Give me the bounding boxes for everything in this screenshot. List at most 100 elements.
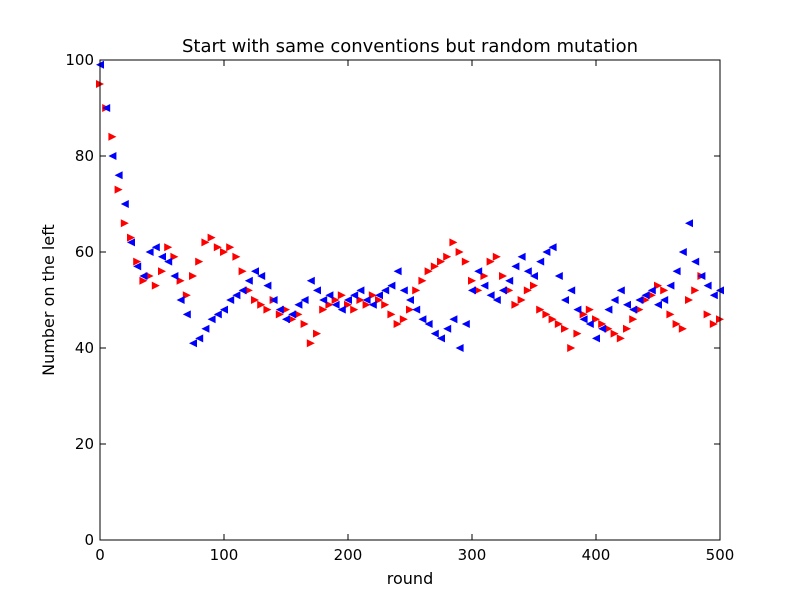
data-point — [530, 272, 538, 280]
data-point — [114, 171, 123, 180]
data-point — [288, 315, 297, 324]
data-point — [151, 243, 160, 252]
y-tick-label: 100 — [65, 51, 94, 69]
data-point — [474, 286, 483, 295]
data-point — [468, 286, 476, 295]
data-point — [182, 291, 191, 300]
data-point — [313, 286, 321, 295]
data-point — [455, 248, 464, 256]
data-point — [282, 315, 290, 324]
data-point — [523, 286, 532, 295]
data-point — [244, 276, 253, 285]
data-point — [189, 272, 197, 280]
plot-frame — [99, 59, 721, 541]
data-point — [418, 276, 427, 285]
data-point — [139, 276, 148, 285]
data-point — [300, 320, 309, 328]
data-point — [176, 276, 185, 285]
data-point — [313, 329, 321, 338]
data-point — [517, 252, 526, 261]
x-tick-label: 300 — [458, 546, 487, 564]
data-point — [251, 267, 259, 276]
data-point — [350, 291, 359, 300]
data-point — [697, 272, 706, 280]
data-point — [567, 344, 576, 352]
data-point — [232, 252, 241, 261]
data-point — [164, 243, 173, 252]
data-point — [344, 300, 352, 309]
data-point — [598, 324, 607, 333]
data-point — [641, 296, 650, 304]
data-point — [437, 334, 445, 343]
data-point — [393, 320, 402, 328]
data-point — [629, 315, 638, 324]
data-point — [654, 300, 662, 309]
data-point — [399, 315, 408, 324]
data-point — [468, 276, 476, 285]
data-point — [325, 291, 334, 300]
data-point — [201, 238, 210, 247]
data-point — [387, 310, 396, 319]
data-point — [660, 296, 669, 304]
series-0 — [96, 80, 724, 352]
x-tick-label: 100 — [210, 546, 239, 564]
data-point — [585, 320, 594, 328]
data-point — [499, 272, 507, 280]
data-point — [418, 315, 427, 324]
data-point — [164, 257, 173, 266]
data-point — [499, 286, 507, 295]
data-point — [145, 272, 154, 280]
data-point — [337, 305, 346, 314]
data-point — [623, 300, 631, 309]
data-point — [703, 281, 712, 290]
data-point — [585, 305, 594, 314]
data-point — [406, 305, 414, 314]
data-point — [443, 324, 452, 333]
data-point — [647, 291, 656, 300]
y-tick-label: 80 — [75, 147, 94, 165]
data-point — [598, 320, 607, 328]
data-point — [381, 286, 390, 295]
data-point — [319, 296, 328, 304]
data-point — [536, 305, 545, 314]
data-point — [176, 296, 185, 304]
data-point — [294, 310, 303, 319]
data-point — [709, 320, 718, 328]
data-point — [406, 296, 414, 304]
data-point — [300, 296, 309, 304]
data-point — [579, 310, 588, 319]
data-point — [251, 296, 259, 304]
data-point — [244, 286, 253, 295]
data-point — [213, 243, 222, 252]
data-point — [505, 276, 514, 285]
data-point — [623, 324, 631, 333]
data-point — [275, 310, 284, 319]
data-point — [573, 305, 582, 314]
data-point — [170, 252, 179, 261]
data-point — [331, 300, 340, 309]
data-point — [220, 305, 228, 314]
data-point — [232, 291, 241, 300]
data-point — [108, 132, 117, 141]
data-point — [424, 320, 433, 328]
data-point — [561, 296, 569, 304]
data-point — [306, 339, 315, 348]
data-point — [133, 257, 142, 266]
data-point — [362, 300, 371, 309]
data-point — [592, 334, 600, 343]
data-point — [263, 305, 272, 314]
chart-title: Start with same conventions but random m… — [182, 36, 638, 57]
data-point — [523, 267, 532, 276]
data-point — [350, 305, 359, 314]
data-point — [344, 296, 352, 304]
data-point — [672, 320, 681, 328]
data-point — [666, 310, 675, 319]
data-point — [207, 315, 216, 324]
data-point — [542, 310, 551, 319]
data-point — [678, 324, 687, 333]
data-point — [635, 305, 644, 314]
data-point — [189, 339, 197, 348]
data-point — [629, 305, 638, 314]
x-tick-label: 400 — [582, 546, 611, 564]
data-point — [275, 305, 284, 314]
